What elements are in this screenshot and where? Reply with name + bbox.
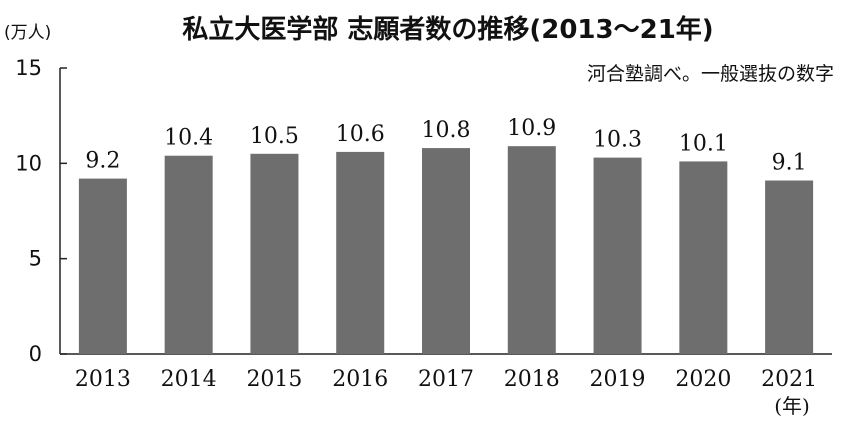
- x-tick-label: 2014: [161, 367, 217, 392]
- x-tick-label: 2019: [590, 367, 646, 392]
- data-label: 9.1: [772, 150, 807, 175]
- bar: [78, 178, 127, 354]
- data-label: 10.8: [422, 118, 471, 143]
- bar: [765, 180, 814, 354]
- data-label: 10.1: [679, 131, 728, 156]
- y-tick-label: 5: [29, 247, 42, 271]
- y-tick-label: 10: [15, 151, 42, 175]
- data-labels: 9.2 10.4 10.5 10.6 10.8 10.9 10.3 10.1 9.1: [85, 116, 806, 175]
- data-label: 9.2: [85, 149, 120, 174]
- x-tick-label: 2021: [761, 367, 817, 392]
- y-tick-labels: 0 5 10 15: [15, 56, 42, 366]
- x-tick-label: 2015: [246, 367, 302, 392]
- chart-note: 河合塾調べ。一般選抜の数字: [587, 63, 834, 85]
- bar: [336, 151, 385, 354]
- bars: [78, 146, 814, 354]
- data-label: 10.3: [593, 128, 642, 153]
- x-tick-label: 2018: [504, 367, 560, 392]
- x-axis-unit-label: (年): [774, 394, 810, 418]
- data-label: 10.9: [507, 116, 556, 141]
- y-tick-label: 0: [29, 342, 42, 366]
- chart-title: 私立大医学部 志願者数の推移(2013〜21年): [182, 14, 713, 45]
- x-tick-label: 2020: [675, 367, 731, 392]
- bar: [250, 153, 299, 354]
- bar: [593, 157, 642, 354]
- data-label: 10.6: [336, 122, 385, 147]
- y-axis-unit-label: (万人): [4, 23, 51, 43]
- y-tick-label: 15: [15, 56, 42, 80]
- bar: [422, 148, 470, 354]
- x-tick-label: 2017: [418, 367, 474, 392]
- bar: [507, 146, 556, 354]
- x-tick-labels: 2013 2014 2015 2016 2017 2018 2019 2020 2021: [75, 367, 817, 392]
- x-tick-label: 2013: [75, 367, 131, 392]
- bar: [164, 155, 213, 354]
- x-tick-label: 2016: [332, 367, 388, 392]
- bar: [679, 161, 728, 354]
- data-label: 10.5: [250, 124, 299, 149]
- data-label: 10.4: [164, 126, 213, 151]
